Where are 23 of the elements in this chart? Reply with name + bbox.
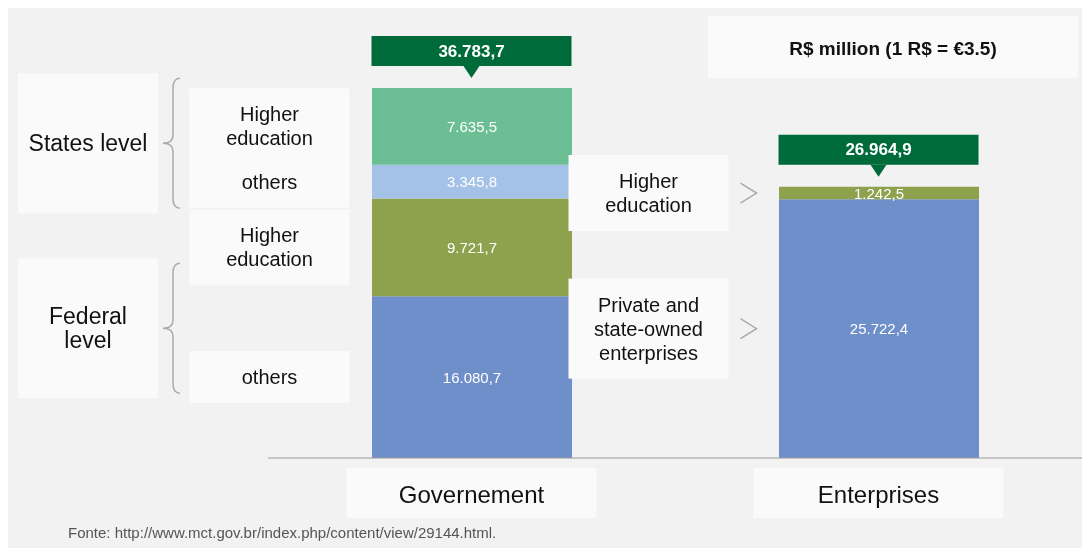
text: Federal level [49, 303, 127, 354]
data-label: 7.635,5 [446, 117, 498, 135]
annotation: Higher education [605, 170, 692, 217]
data-label: 1.242,5 [853, 184, 905, 202]
data-label: 3.345,8 [446, 173, 498, 191]
chart-subtitle: R$ million (1 R$ = €3.5) [789, 37, 997, 59]
text: States level [28, 130, 148, 157]
annotation: Higher education [226, 103, 313, 150]
total-label: 36.783,7 [438, 41, 505, 61]
bar [779, 199, 979, 458]
annotation: Higher education [226, 224, 313, 271]
annotation: others [241, 170, 298, 193]
annotation: Private and state-owned enterprises [594, 293, 703, 364]
x-tick-label: Enterprises [817, 480, 940, 508]
data-label: 16.080,7 [442, 368, 502, 386]
bar [372, 88, 572, 165]
x-tick-label: Governement [398, 480, 545, 508]
source-note: Fonte: http://www.mct.gov.br/index.php/content/view/29144.html. [68, 524, 497, 541]
data-label: 25.722,4 [849, 320, 909, 338]
annotation: others [241, 366, 298, 389]
bar [372, 198, 572, 297]
total-label: 26.964,9 [845, 140, 912, 160]
data-label: 9.721,7 [446, 238, 498, 256]
